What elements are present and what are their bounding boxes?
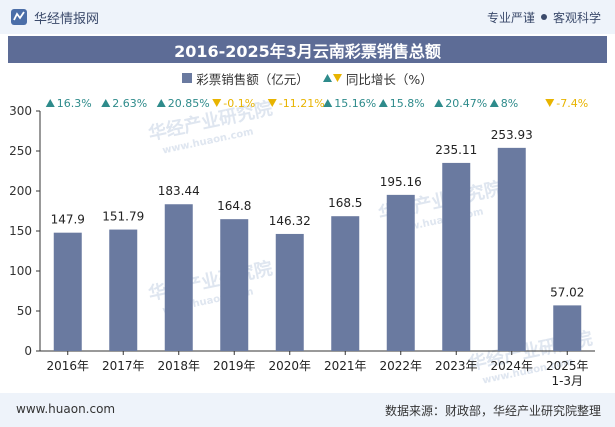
bar [164, 204, 193, 351]
growth-label: 16.3% [57, 97, 92, 110]
growth-label: -0.1% [223, 97, 255, 110]
bar [331, 216, 360, 351]
y-tick-label: 150 [9, 224, 32, 238]
x-tick-label: 1-3月 [551, 374, 583, 388]
growth-label: 20.47% [445, 97, 487, 110]
bar-value-label: 151.79 [102, 210, 144, 224]
bar-value-label: 235.11 [435, 143, 477, 157]
x-tick-label: 2022年 [379, 359, 422, 373]
x-tick-label: 2024年 [490, 359, 533, 373]
growth-label: -11.21% [279, 97, 325, 110]
x-tick-label: 2017年 [102, 359, 145, 373]
legend-label-growth: 同比增长（%） [345, 71, 433, 87]
growth-label: 20.85% [168, 97, 210, 110]
y-tick-label: 300 [9, 104, 32, 118]
bar-value-label: 57.02 [550, 285, 584, 299]
growth-up-triangle-icon [489, 99, 499, 107]
bar [220, 219, 249, 351]
bar-value-label: 195.16 [380, 175, 422, 189]
legend-label-sales: 彩票销售额（亿元） [196, 71, 309, 87]
brand[interactable]: 华经情报网 [10, 8, 100, 27]
x-tick-label: 2020年 [268, 359, 311, 373]
y-tick-label: 250 [9, 144, 32, 158]
bar [109, 229, 138, 351]
x-tick-label: 2016年 [46, 359, 89, 373]
x-tick-label: 2018年 [157, 359, 200, 373]
footer-source: 数据来源：财政部，华经产业研究院整理 [384, 404, 601, 418]
x-tick-label: 2021年 [324, 359, 367, 373]
brand-logo-icon [11, 9, 27, 25]
growth-label: -7.4% [556, 97, 588, 110]
tagline-left: 专业严谨 [486, 10, 535, 25]
growth-up-triangle-icon [45, 99, 55, 107]
bar [553, 305, 582, 351]
footer-url[interactable]: www.huaon.com [16, 402, 116, 416]
bar [53, 232, 82, 351]
growth-label: 2.63% [112, 97, 147, 110]
growth-label: 15.16% [334, 97, 376, 110]
legend-swatch-sales [182, 73, 193, 83]
tagline-right: 客观科学 [552, 10, 601, 25]
bar-value-label: 146.32 [269, 214, 311, 228]
tagline: 专业严谨 客观科学 [487, 8, 601, 26]
growth-up-triangle-icon [156, 99, 166, 107]
bullet-dot-icon [540, 14, 547, 20]
chart-legend: 彩票销售额（亿元） 同比增长（%） [0, 68, 615, 88]
bar [386, 194, 415, 351]
brand-name: 华经情报网 [34, 11, 100, 27]
growth-up-triangle-icon [323, 99, 333, 107]
y-tick-label: 0 [24, 344, 32, 358]
bar-value-label: 183.44 [158, 184, 200, 198]
growth-up-triangle-icon [434, 99, 444, 107]
bar [497, 147, 526, 351]
growth-up-triangle-icon [101, 99, 111, 107]
chart-title: 2016-2025年3月云南彩票销售总额 [8, 36, 607, 63]
growth-down-triangle-icon [545, 99, 555, 107]
bar-value-label: 168.5 [328, 196, 362, 210]
x-tick-label: 2023年 [435, 359, 478, 373]
legend-item-growth: 同比增长（%） [322, 69, 433, 88]
growth-up-triangle-icon [378, 99, 388, 107]
bar-chart: 华经产业研究院www.huaon.com华经产业研究院www.huaon.com… [9, 97, 595, 388]
growth-down-triangle-icon [267, 99, 277, 107]
bar-value-label: 147.9 [51, 213, 85, 227]
legend-item-sales: 彩票销售额（亿元） [182, 69, 309, 88]
y-tick-label: 200 [9, 184, 32, 198]
legend-triangles-icon [322, 74, 342, 82]
footer-bar: www.huaon.com 数据来源：财政部，华经产业研究院整理 [0, 393, 615, 427]
x-tick-label: 2025年 [546, 359, 589, 373]
header-bar: 华经情报网 专业严谨 客观科学 [0, 0, 615, 34]
y-tick-label: 50 [17, 304, 32, 318]
growth-label: 8% [501, 97, 518, 110]
growth-down-triangle-icon [212, 99, 222, 107]
y-tick-label: 100 [9, 264, 32, 278]
x-tick-label: 2019年 [213, 359, 256, 373]
bar-value-label: 164.8 [217, 199, 251, 213]
bar [275, 233, 304, 351]
bar [442, 162, 471, 351]
bar-value-label: 253.93 [491, 128, 533, 142]
growth-label: 15.8% [390, 97, 425, 110]
